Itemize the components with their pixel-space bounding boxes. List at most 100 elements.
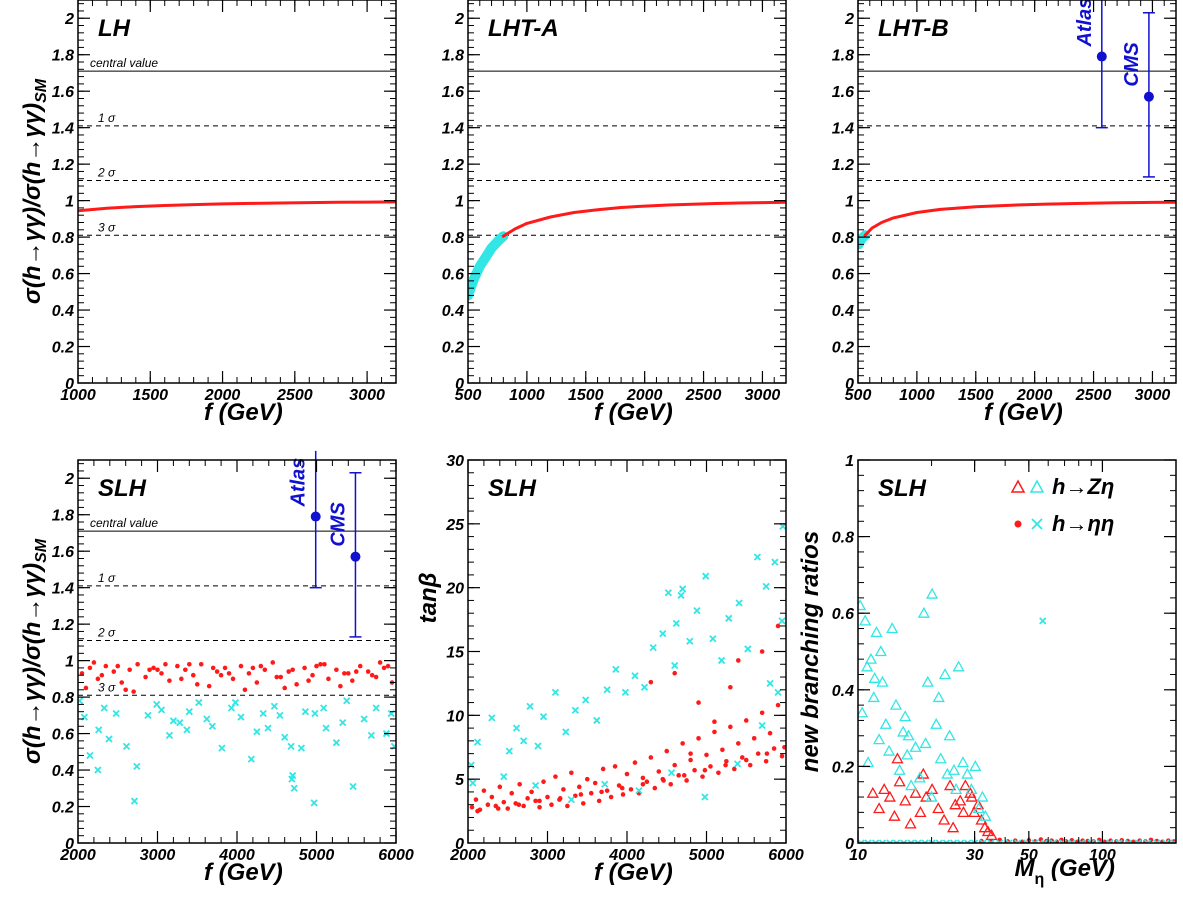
data-point — [772, 559, 778, 565]
x-tick-label: 5000 — [689, 847, 725, 864]
data-point — [259, 664, 264, 669]
data-point — [498, 785, 503, 790]
x-tick-label: 5000 — [299, 847, 335, 864]
data-point — [111, 669, 116, 674]
y-tick-label: 0 — [65, 376, 74, 393]
data-point — [672, 663, 678, 669]
data-point — [290, 667, 295, 672]
data-point — [255, 680, 260, 685]
data-point — [373, 705, 379, 711]
y-tick-label: 0.2 — [832, 759, 854, 776]
y-tick-label: 0.6 — [52, 267, 74, 284]
data-point — [318, 662, 323, 667]
y-axis-label: new branching ratios — [797, 531, 824, 772]
data-point — [135, 662, 140, 667]
data-point — [732, 767, 737, 772]
data-point — [653, 786, 658, 791]
reference-line-label: 2 σ — [97, 166, 116, 180]
data-point — [936, 754, 946, 763]
x-axis-label: f (GeV) — [204, 399, 283, 426]
data-point — [87, 752, 93, 758]
data-point — [672, 763, 677, 768]
reference-line-label: 3 σ — [98, 680, 116, 694]
panel-title: LHT-B — [878, 15, 949, 42]
data-point — [344, 698, 350, 704]
x-tick-label: 3000 — [140, 847, 176, 864]
data-point — [254, 729, 260, 735]
data-point — [282, 734, 288, 740]
data-point — [271, 703, 277, 709]
panel-slh1: central value1 σ2 σ3 σAtlasCMS2000 3000 40… — [19, 451, 414, 886]
data-point — [154, 701, 160, 707]
data-point — [776, 703, 781, 708]
data-point — [354, 669, 359, 674]
y-tick-label: 1.6 — [832, 84, 854, 101]
data-point — [350, 783, 356, 789]
data-point — [876, 647, 886, 656]
data-point — [321, 705, 327, 711]
y-tick-label: 1.8 — [52, 48, 74, 65]
data-point — [887, 624, 897, 633]
series-line-red — [865, 202, 1176, 235]
x-axis-label: f (GeV) — [204, 859, 283, 886]
plot-area — [859, 202, 1176, 244]
y-tick-label: 0.4 — [832, 303, 854, 320]
data-point — [780, 754, 785, 759]
y-tick-label: 1.6 — [52, 84, 74, 101]
data-point — [889, 811, 899, 820]
x-tick-label: 1000 — [509, 387, 545, 404]
data-point — [728, 685, 733, 690]
data-point — [207, 684, 212, 689]
data-point — [306, 678, 311, 683]
y-tick-label: 0.2 — [442, 340, 464, 357]
data-point — [265, 725, 271, 731]
legend-label: h→Zη — [1052, 474, 1114, 499]
x-tick-label: 3000 — [349, 387, 385, 404]
reference-line-label: central value — [90, 56, 158, 70]
measurement-label: Atlas — [288, 458, 310, 508]
y-tick-label: 0.2 — [52, 800, 74, 817]
data-point — [752, 736, 757, 741]
data-point — [558, 796, 563, 801]
panel-title: SLH — [98, 475, 147, 502]
data-point — [505, 806, 510, 811]
y-tick-label: 0.2 — [52, 340, 74, 357]
data-point — [613, 666, 619, 672]
data-point — [772, 746, 777, 751]
x-tick-label: 6000 — [378, 847, 414, 864]
data-point — [374, 675, 379, 680]
y-tick-label: 1.6 — [52, 544, 74, 561]
data-point — [744, 718, 749, 723]
data-point — [710, 636, 716, 642]
y-tick-label: 0.6 — [52, 727, 74, 744]
panel-lhtb: AtlasCMS500 1000 1500 2000 2500 300000.20.40.… — [832, 0, 1176, 426]
data-point — [673, 620, 679, 626]
data-point — [131, 798, 137, 804]
y-tick-label: 0 — [65, 836, 74, 853]
legend-label: h→ηη — [1052, 511, 1114, 536]
data-point — [871, 627, 881, 636]
data-point — [219, 745, 225, 751]
data-point — [881, 719, 891, 728]
panel-title: SLH — [488, 475, 537, 502]
data-point — [155, 667, 160, 672]
y-tick-label: 1.8 — [832, 48, 854, 65]
data-point — [350, 678, 355, 683]
data-point — [549, 802, 554, 807]
data-point — [525, 796, 530, 801]
data-point — [708, 764, 713, 769]
panel-title: LHT-A — [488, 15, 559, 42]
data-point — [294, 682, 299, 687]
data-point — [723, 763, 728, 768]
data-point — [204, 716, 210, 722]
panel-title: LH — [98, 15, 131, 42]
y-tick-label: 0 — [455, 376, 464, 393]
y-axis-label: tanβ — [415, 572, 442, 623]
data-point — [274, 675, 279, 680]
data-point — [96, 727, 102, 733]
data-point — [521, 804, 526, 809]
data-point — [895, 765, 905, 774]
data-point — [736, 741, 741, 746]
data-point — [326, 677, 331, 682]
data-point — [209, 723, 215, 729]
